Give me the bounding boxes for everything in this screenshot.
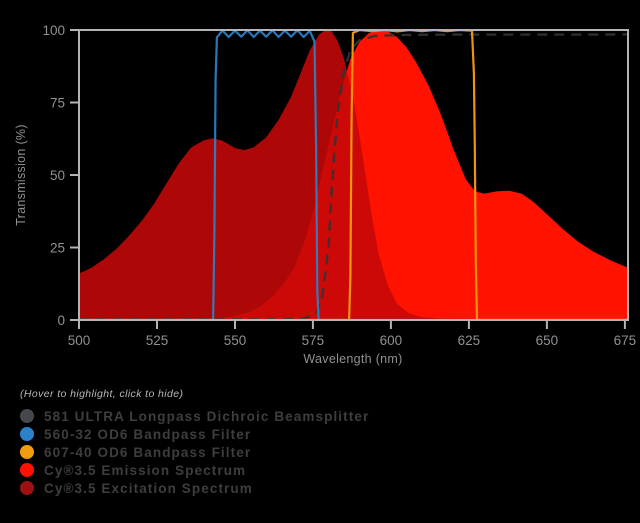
y-tick-label: 50 xyxy=(50,168,65,183)
legend-item-dichroic[interactable]: 581 ULTRA Longpass Dichroic Beamsplitter xyxy=(20,407,640,425)
spectra-chart: 500 525 550 575 600 625 650 675 0 25 50 75 100 xyxy=(0,0,640,368)
y-tick-label: 0 xyxy=(57,313,65,328)
plot-frame xyxy=(78,29,629,321)
series-excitation-spectrum[interactable] xyxy=(79,30,628,320)
x-tick-label: 625 xyxy=(458,333,481,348)
legend-label-excitation: Cy®3.5 Excitation Spectrum xyxy=(44,480,253,496)
legend-item-bandpass-607[interactable]: 607-40 OD6 Bandpass Filter xyxy=(20,443,640,461)
series-dichroic-581[interactable] xyxy=(79,33,628,320)
y-tick-label: 100 xyxy=(42,23,65,38)
legend-swatch-bandpass-607-icon xyxy=(20,445,34,459)
legend-swatch-bandpass-560-icon xyxy=(20,427,34,441)
axis-ticks: 500 525 550 575 600 625 650 675 0 25 50 75 100 xyxy=(42,23,636,348)
legend-hint: (Hover to highlight, click to hide) xyxy=(20,388,184,400)
legend-item-bandpass-560[interactable]: 560-32 OD6 Bandpass Filter xyxy=(20,425,640,443)
x-tick-label: 550 xyxy=(224,333,247,348)
x-tick-label: 575 xyxy=(302,333,325,348)
legend-swatch-emission-icon xyxy=(20,463,34,477)
series-bandpass-560-32[interactable] xyxy=(79,30,628,320)
legend-swatch-dichroic-icon xyxy=(20,409,34,423)
legend-label-emission: Cy®3.5 Emission Spectrum xyxy=(44,462,247,478)
legend-label-dichroic: 581 ULTRA Longpass Dichroic Beamsplitter xyxy=(44,408,370,424)
x-tick-label: 500 xyxy=(68,333,91,348)
legend-swatch-excitation-icon xyxy=(20,481,34,495)
y-tick-label: 75 xyxy=(50,96,65,111)
y-tick-label: 25 xyxy=(50,241,65,256)
legend: (Hover to highlight, click to hide) 581 … xyxy=(20,388,640,497)
x-axis-label: Wavelength (nm) xyxy=(303,352,403,366)
legend-item-excitation[interactable]: Cy®3.5 Excitation Spectrum xyxy=(20,479,640,497)
legend-label-bandpass-607: 607-40 OD6 Bandpass Filter xyxy=(44,444,252,460)
x-tick-label: 600 xyxy=(380,333,403,348)
legend-items: 581 ULTRA Longpass Dichroic Beamsplitter… xyxy=(20,407,640,497)
x-tick-label: 675 xyxy=(614,333,637,348)
legend-label-bandpass-560: 560-32 OD6 Bandpass Filter xyxy=(44,426,252,442)
x-tick-label: 650 xyxy=(536,333,559,348)
legend-item-emission[interactable]: Cy®3.5 Emission Spectrum xyxy=(20,461,640,479)
x-tick-label: 525 xyxy=(146,333,169,348)
spectra-plot[interactable]: 500 525 550 575 600 625 650 675 0 25 50 75 100 xyxy=(0,0,640,368)
y-axis-label: Transmission (%) xyxy=(14,124,28,226)
